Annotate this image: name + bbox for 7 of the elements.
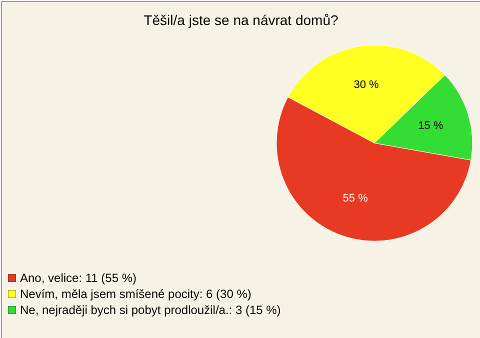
legend-label: Ano, velice: 11 (55 %) <box>20 270 137 286</box>
chart-title: Těšil/a jste se na návrat domů? <box>142 12 340 28</box>
legend-label: Ne, nejraději bych si pobyt prodloužil/a.: 3 (15 %) <box>20 302 281 318</box>
data-label: 30 % <box>354 78 380 91</box>
legend-label: Nevím, měla jsem smíšené pocity: 6 (30 %) <box>20 286 252 302</box>
data-label: 55 % <box>342 192 368 205</box>
data-label: 15 % <box>418 120 444 132</box>
